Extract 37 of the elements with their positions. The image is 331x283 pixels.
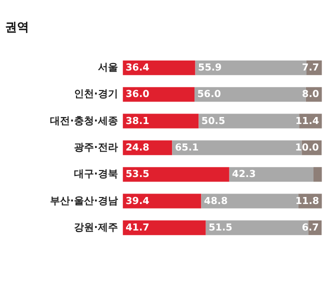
data-label: 39.4 [126,196,150,207]
y-tick-label: 부산·울산·경남 [50,196,118,207]
data-label: 53.5 [126,169,150,180]
data-label: 6.7 [302,222,319,234]
data-label: 51.5 [208,222,233,234]
bar [201,194,298,208]
bar [122,114,199,128]
data-label: 41.7 [126,222,150,234]
data-label: 11.8 [295,196,320,207]
bar [122,60,196,76]
data-label: 65.1 [174,142,199,154]
data-label: 55.9 [198,62,222,74]
y-tick-label: 광주·전라 [74,142,118,154]
y-tick-label: 강원·제주 [74,222,118,234]
y-tick-label: 인천·경기 [74,89,118,100]
y-tick-label: 대전·충청·세종 [50,116,118,127]
bar [122,194,202,208]
bar [229,167,314,182]
bar [313,167,322,182]
bar [122,220,206,236]
bar [122,87,194,102]
text: 권역 [5,20,30,34]
data-label: 7.7 [302,62,320,74]
data-label: 50.5 [201,116,226,127]
data-label: 11.4 [295,116,320,127]
data-label: 56.0 [197,89,222,100]
data-label: 24.8 [126,142,150,154]
data-label: 8.0 [302,89,320,100]
data-label: 48.8 [204,196,228,207]
data-label: 38.1 [126,116,150,127]
data-label: 10.0 [295,142,320,154]
y-tick-label: 서울 [98,62,118,74]
data-label: 36.0 [126,89,150,100]
bar [122,167,230,182]
y-tick-label: 대구·경북 [74,169,118,180]
data-label: 42.3 [232,169,256,180]
data-label: 36.4 [126,62,150,74]
